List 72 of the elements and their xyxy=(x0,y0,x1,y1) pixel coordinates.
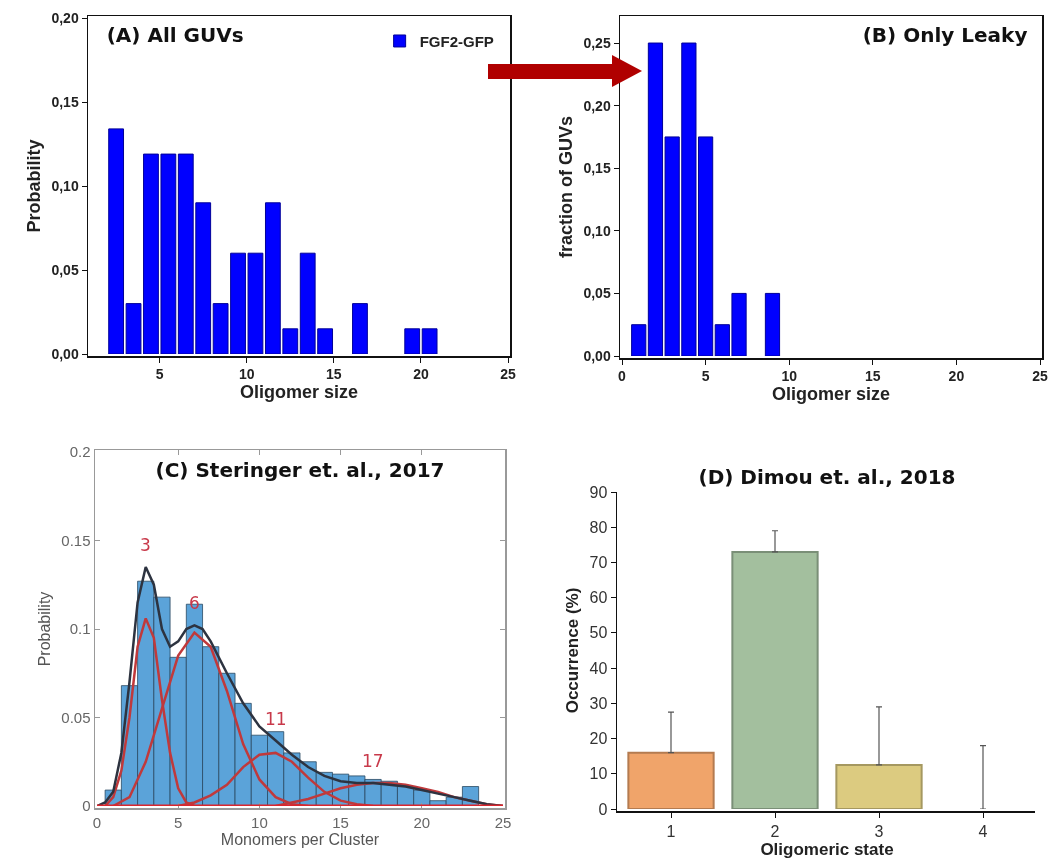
bar xyxy=(627,751,715,809)
x-tick-label: 20 xyxy=(413,813,431,831)
y-axis-title: Occurrence (%) xyxy=(563,587,583,714)
x-axis-title: Oligomeric state xyxy=(760,839,894,859)
annotation: 3 xyxy=(140,535,151,555)
y-tick-label: 0.2 xyxy=(69,443,91,461)
y-tick-label: 0,15 xyxy=(583,160,611,177)
y-axis-title: Probability xyxy=(36,591,54,667)
y-tick-label: 0.15 xyxy=(61,531,91,549)
bar xyxy=(731,550,819,809)
y-axis-title: fraction of GUVs xyxy=(555,115,576,259)
y-tick-label: 10 xyxy=(589,765,608,783)
y-tick-label: 20 xyxy=(589,730,608,748)
x-tick-label: 15 xyxy=(332,813,349,831)
x-tick-label: 10 xyxy=(238,366,255,383)
chart-title: (C) Steringer et. al., 2017 xyxy=(155,457,445,482)
y-tick-label: 0,00 xyxy=(583,347,611,364)
y-tick-label: 0,15 xyxy=(51,93,79,110)
chart-title: (A) All GUVs xyxy=(106,23,244,48)
y-tick-label: 70 xyxy=(589,554,608,572)
x-tick-label: 5 xyxy=(174,813,183,831)
x-axis-title: Monomers per Cluster xyxy=(220,830,380,848)
x-tick-label: 15 xyxy=(865,368,881,385)
x-tick-label: 3 xyxy=(874,822,884,840)
legend-label: FGF2-GFP xyxy=(419,32,494,50)
y-tick-label: 0,10 xyxy=(583,222,611,239)
y-tick-label: 0 xyxy=(598,800,608,818)
annotation: 11 xyxy=(265,709,287,729)
x-axis-title: Oligomer size xyxy=(239,382,359,403)
bar xyxy=(631,324,647,356)
y-axis-title: Probability xyxy=(23,139,44,233)
x-tick-label: 1 xyxy=(666,822,676,840)
x-tick-label: 25 xyxy=(500,366,516,383)
bar xyxy=(404,328,421,354)
x-tick-label: 5 xyxy=(155,366,164,383)
y-tick-label: 0.05 xyxy=(61,708,91,726)
x-tick-label: 5 xyxy=(701,368,710,385)
x-tick-label: 10 xyxy=(781,368,798,385)
x-tick-label: 20 xyxy=(413,366,429,383)
x-tick-label: 0 xyxy=(92,813,102,831)
bar xyxy=(421,328,438,354)
y-tick-label: 0,20 xyxy=(583,97,611,114)
chart-title: (B) Only Leaky xyxy=(862,23,1028,48)
y-tick-label: 0 xyxy=(82,797,91,815)
chart-title: (D) Dimou et. al., 2018 xyxy=(698,465,956,490)
bar xyxy=(835,763,923,809)
y-tick-label: 0,25 xyxy=(583,34,611,51)
y-tick-label: 0,20 xyxy=(51,9,79,26)
y-tick-label: 80 xyxy=(589,518,608,536)
y-tick-label: 60 xyxy=(589,589,608,607)
x-tick-label: 2 xyxy=(770,822,780,840)
x-tick-label: 25 xyxy=(1032,368,1048,385)
y-tick-label: 0,05 xyxy=(51,261,79,278)
x-tick-label: 4 xyxy=(978,822,988,840)
x-tick-label: 0 xyxy=(618,368,627,385)
x-axis-title: Oligomer size xyxy=(771,384,891,405)
bar xyxy=(352,303,368,354)
y-tick-label: 90 xyxy=(589,483,608,501)
y-tick-label: 0,10 xyxy=(51,177,79,194)
y-tick-label: 0,00 xyxy=(51,345,79,362)
y-tick-label: 30 xyxy=(589,694,608,712)
annotation: 17 xyxy=(362,751,384,771)
y-tick-label: 0.1 xyxy=(69,620,91,638)
y-tick-label: 50 xyxy=(589,624,608,642)
bar xyxy=(764,292,781,356)
y-tick-label: 40 xyxy=(589,659,608,677)
x-tick-label: 10 xyxy=(251,813,268,831)
y-tick-label: 0,05 xyxy=(583,285,611,302)
x-tick-label: 20 xyxy=(948,368,965,385)
x-tick-label: 15 xyxy=(326,366,342,383)
line-series xyxy=(97,565,503,806)
x-tick-label: 25 xyxy=(494,813,512,831)
